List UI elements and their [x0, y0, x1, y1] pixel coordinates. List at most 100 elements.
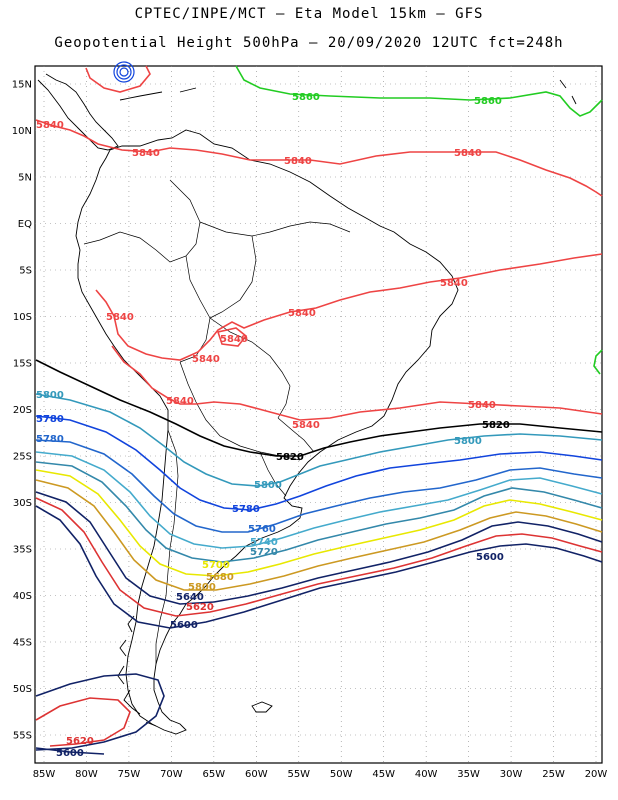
map-frame	[34, 65, 603, 764]
lat-tick-label: 25S	[13, 452, 32, 463]
lon-tick-label: 30W	[500, 769, 523, 780]
lat-tick-label: 40S	[13, 591, 32, 602]
contour-labels: 5860 5860 5840 5840 5840 5840 5840 5840 …	[36, 92, 510, 759]
contour-5860-east	[593, 349, 603, 375]
low-center	[113, 61, 135, 83]
lon-tick-label: 85W	[33, 769, 56, 780]
latitude-labels: 15N 10N 5N EQ 5S 10S 15S 20S 25S 30S 35S 40S 45S 50S 5…	[12, 80, 32, 742]
contour-5780	[35, 415, 603, 511]
label-5840: 5840	[166, 396, 194, 407]
label-5800: 5800	[254, 480, 282, 491]
label-5860: 5860	[474, 96, 502, 107]
graticule	[35, 66, 602, 763]
label-5840: 5840	[292, 420, 320, 431]
lon-tick-label: 20W	[585, 769, 608, 780]
contour-5840-south	[95, 253, 603, 361]
label-5840: 5840	[192, 354, 220, 365]
low-ring-3	[119, 67, 129, 77]
lat-tick-label: 30S	[13, 498, 32, 509]
label-5840: 5840	[220, 334, 248, 345]
contour-5800	[35, 393, 603, 487]
lat-tick-label: 35S	[13, 545, 32, 556]
lat-tick-label: 10S	[13, 312, 32, 323]
lon-tick-label: 35W	[457, 769, 480, 780]
label-5840: 5840	[440, 278, 468, 289]
coastline-south-america	[75, 129, 459, 735]
lat-tick-label: 45S	[13, 638, 32, 649]
label-5840: 5840	[284, 156, 312, 167]
lon-tick-label: 55W	[287, 769, 310, 780]
contour-5840-west	[111, 345, 603, 421]
lat-tick-label: 55S	[13, 731, 32, 742]
contour-5620-south	[35, 697, 131, 747]
label-5600: 5600	[170, 620, 198, 631]
lon-tick-label: 40W	[415, 769, 438, 780]
coastline-central-america	[37, 73, 119, 151]
label-5660: 5800	[188, 582, 216, 593]
contour-5640	[35, 491, 603, 605]
coastline-falklands	[251, 701, 273, 713]
contour-5760	[35, 439, 603, 533]
label-5780: 5780	[232, 504, 260, 515]
contour-5860	[235, 65, 603, 117]
contour-5740	[35, 451, 603, 549]
contour-5620	[35, 497, 603, 617]
chart-title-line2: Geopotential Height 500hPa – 20/09/2020 …	[54, 35, 564, 51]
label-5840: 5840	[132, 148, 160, 159]
country-borders	[83, 179, 351, 664]
low-ring-2	[116, 64, 132, 80]
contour-5840-north	[35, 119, 603, 197]
label-5820: 5820	[276, 452, 304, 463]
lon-tick-label: 50W	[330, 769, 353, 780]
chart-title-line1: CPTEC/INPE/MCT – Eta Model 15km – GFS	[134, 6, 484, 22]
label-5780: 5780	[36, 434, 64, 445]
contour-5600	[35, 505, 603, 629]
contour-5840-loop	[216, 327, 248, 347]
label-5800: 5800	[36, 390, 64, 401]
low-ring-1	[113, 61, 135, 83]
contour-5680	[35, 479, 603, 591]
label-5680: 5680	[206, 572, 234, 583]
lon-tick-label: 65W	[203, 769, 226, 780]
lat-tick-label: 10N	[12, 126, 32, 137]
label-5840: 5840	[288, 308, 316, 319]
lon-tick-label: 80W	[75, 769, 98, 780]
label-5840: 5840	[36, 120, 64, 131]
label-5720: 5720	[250, 547, 278, 558]
label-5740: 5740	[250, 537, 278, 548]
lat-tick-label: 20S	[13, 405, 32, 416]
label-5840: 5840	[468, 400, 496, 411]
label-5620: 5620	[186, 602, 214, 613]
contour-5600-south-2	[35, 747, 105, 755]
label-5840: 5840	[106, 312, 134, 323]
lat-tick-label: 5N	[18, 173, 32, 184]
label-5800: 5800	[454, 436, 482, 447]
label-5600: 5600	[56, 748, 84, 759]
label-5640: 5640	[176, 592, 204, 603]
lat-tick-label: 15S	[13, 359, 32, 370]
lon-tick-label: 70W	[160, 769, 183, 780]
label-5860: 5860	[292, 92, 320, 103]
lat-tick-label: 50S	[13, 684, 32, 695]
contour-5700	[35, 469, 603, 577]
label-5620: 5620	[66, 736, 94, 747]
contour-5820	[35, 359, 603, 457]
contour-5840-top-left	[85, 65, 151, 93]
label-5820: 5820	[482, 420, 510, 431]
longitude-labels: 85W 80W 75W 70W 65W 60W 55W 50W 45W 40W 35W 30W 25W 2…	[33, 769, 608, 780]
label-5700: 5700	[202, 560, 230, 571]
contour-5600-south	[35, 673, 165, 751]
lon-tick-label: 45W	[372, 769, 395, 780]
lon-tick-label: 75W	[118, 769, 141, 780]
label-5840: 5840	[454, 148, 482, 159]
coastline-caribbean-isles	[119, 79, 577, 105]
label-5600: 5600	[476, 552, 504, 563]
lat-tick-label: 5S	[19, 266, 32, 277]
label-5780: 5780	[36, 414, 64, 425]
coastline-chile-islands	[117, 615, 157, 727]
lon-tick-label: 25W	[542, 769, 565, 780]
contours	[35, 61, 603, 755]
label-5760: 5760	[248, 524, 276, 535]
lat-tick-label: EQ	[18, 219, 32, 230]
